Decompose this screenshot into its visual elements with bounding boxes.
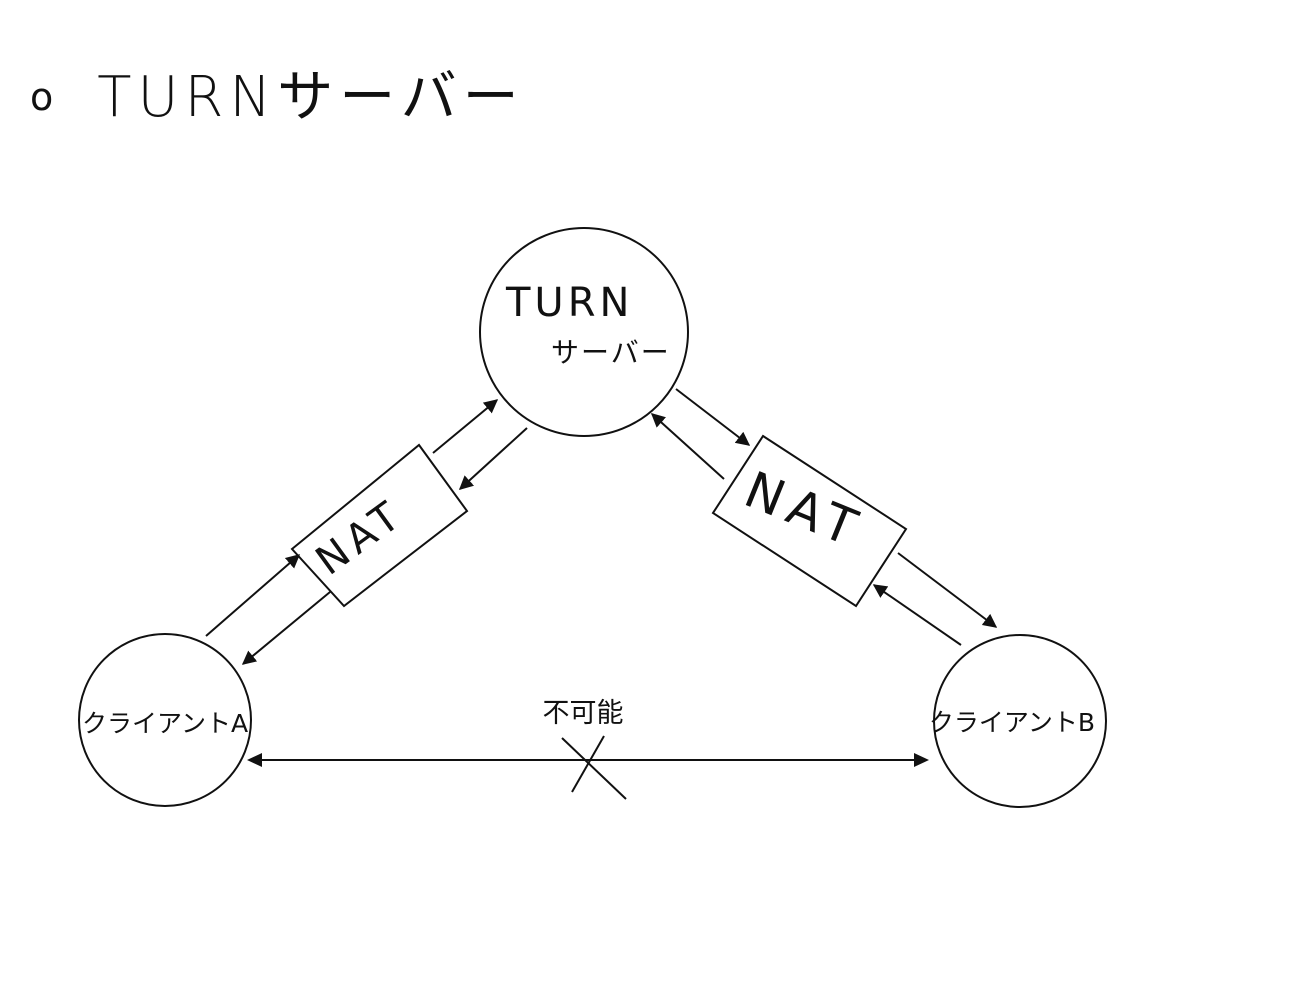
turn-server-label-line2: サーバー — [551, 336, 671, 369]
turn-server-node: TURN サーバー — [479, 227, 689, 437]
page-title: TURNサーバー — [97, 65, 525, 130]
turn-server-label-line1: TURN — [505, 280, 633, 326]
page-heading: o TURNサーバー — [30, 52, 525, 133]
nat-right-label: NAT — [737, 460, 872, 560]
arrow-turn-to-nat-left — [458, 427, 528, 490]
heading-bullet: o — [30, 75, 54, 119]
direct-link-arrow-left — [247, 753, 262, 767]
nat-left-box: NAT — [290, 443, 469, 608]
direct-link-arrow-right — [914, 753, 929, 767]
client-a-label: クライアントA — [82, 709, 248, 738]
client-a-node: クライアントA — [78, 633, 252, 807]
arrow-client-a-to-nat-left — [205, 554, 301, 637]
direct-link-label: 不可能 — [543, 698, 624, 729]
arrow-client-b-to-nat-right — [872, 584, 962, 646]
cross-mark-stroke-2 — [571, 735, 605, 793]
nat-right-box: NAT — [711, 434, 908, 608]
client-b-node: クライアントB — [929, 634, 1107, 808]
arrow-nat-left-to-turn — [432, 399, 499, 454]
arrow-nat-left-to-client-a — [241, 591, 331, 665]
client-b-label: クライアントB — [929, 708, 1095, 737]
arrow-nat-right-to-client-b — [897, 552, 998, 628]
cross-mark-stroke-1 — [561, 737, 627, 800]
nat-left-label: NAT — [308, 490, 413, 584]
arrow-turn-to-nat-right — [675, 388, 751, 446]
direct-link: 不可能 — [247, 698, 929, 800]
arrow-nat-right-to-turn — [650, 413, 725, 480]
